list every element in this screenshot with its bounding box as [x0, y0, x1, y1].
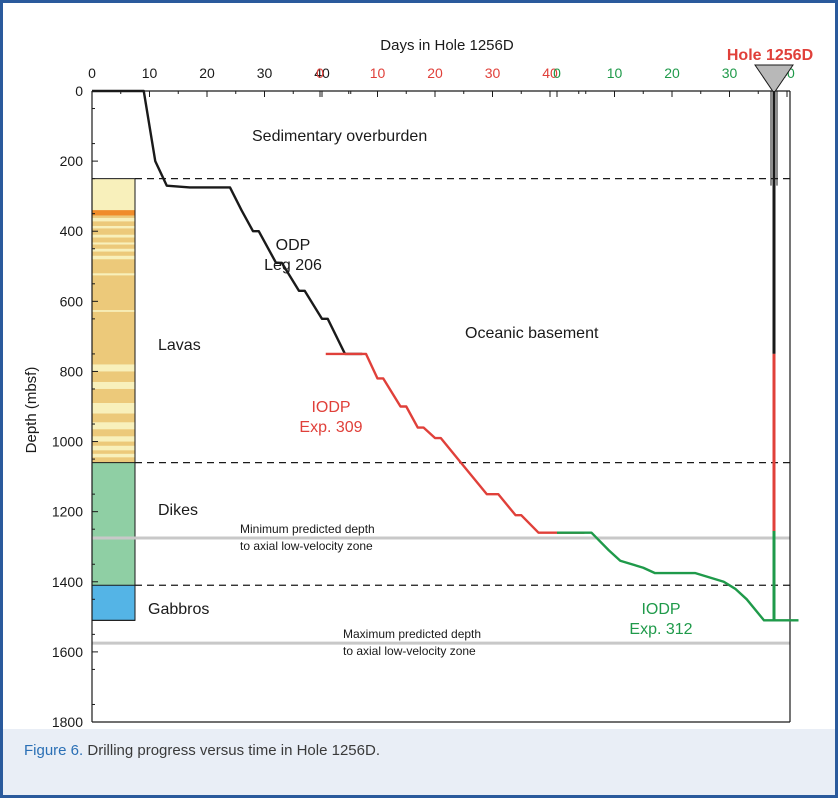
x-tick-label: 30 [257, 65, 273, 81]
x-tick-label: 30 [485, 65, 501, 81]
series-line-3 [557, 531, 799, 622]
x-tick-label: 0 [553, 65, 561, 81]
series-line-2 [325, 352, 585, 534]
x-tick-label: 20 [199, 65, 215, 81]
lava-band [92, 248, 135, 252]
lava-band [92, 273, 135, 276]
lava-band [92, 217, 135, 222]
hole-diagram [754, 64, 794, 621]
lava-band [92, 453, 135, 458]
series-label-exp312-line2: Exp. 312 [629, 621, 692, 638]
lava-band [92, 178, 135, 211]
annotations-layer: Days in Hole 1256D Depth (mbsf) Hole 125… [23, 37, 813, 658]
series-label-odp-line1: ODP [276, 237, 311, 254]
x-tick-label: 10 [607, 65, 623, 81]
figure-label: Figure 6. [24, 742, 84, 759]
annotation-oceanic-basement: Oceanic basement [465, 325, 599, 342]
x-tick-label: 0 [316, 65, 324, 81]
y-tick-label: 1800 [52, 714, 83, 730]
annotation-max-depth-line1: Maximum predicted depth [343, 627, 481, 641]
hole-label: Hole 1256D [727, 47, 813, 64]
x-tick-label: 30 [722, 65, 738, 81]
reference-lines [92, 178, 790, 645]
annotation-max-depth-line2: to axial low-velocity zone [343, 644, 476, 658]
x-tick-label: 20 [664, 65, 680, 81]
y-axis-title: Depth (mbsf) [23, 367, 40, 454]
lithology-column [91, 178, 136, 621]
annotation-min-depth-line2: to axial low-velocity zone [240, 539, 373, 553]
unit-label-lavas: Lavas [158, 337, 201, 354]
y-tick-label: 800 [60, 363, 84, 379]
unit-gabbros [92, 585, 135, 621]
series-line-1 [92, 89, 363, 356]
x-tick-label: 10 [142, 65, 158, 81]
series-label-odp-line2: Leg 206 [264, 257, 322, 274]
unit-label-gabbros: Gabbros [148, 601, 209, 618]
unit-label-dikes: Dikes [158, 502, 198, 519]
lava-band [92, 210, 135, 216]
lava-band [92, 225, 135, 229]
y-tick-label: 1600 [52, 644, 83, 660]
x-tick-label: 40 [542, 65, 558, 81]
series-label-exp309-line2: Exp. 309 [299, 419, 362, 436]
caption-bar [3, 729, 835, 795]
lava-band [92, 255, 135, 260]
x-tick-label: 10 [370, 65, 386, 81]
annotation-sedimentary-overburden: Sedimentary overburden [252, 128, 427, 145]
lava-band [92, 402, 135, 414]
lava-band [92, 242, 135, 245]
series-layer [92, 89, 799, 622]
y-tick-label: 0 [75, 83, 83, 99]
figure-caption: Figure 6. Drilling progress versus time … [24, 742, 380, 759]
caption-text: Drilling progress versus time in Hole 12… [83, 742, 380, 759]
annotation-min-depth-line1: Minimum predicted depth [240, 522, 375, 536]
y-tick-label: 600 [60, 293, 84, 309]
unit-dikes [92, 462, 135, 586]
lava-band [92, 364, 135, 372]
x-tick-label: 20 [427, 65, 443, 81]
y-tick-label: 1000 [52, 434, 83, 450]
series-label-exp309-line1: IODP [311, 399, 350, 416]
lava-band [92, 381, 135, 389]
y-tick-label: 400 [60, 223, 84, 239]
lava-band [92, 310, 135, 312]
series-label-exp312-line1: IODP [641, 601, 680, 618]
y-tick-label: 1200 [52, 504, 83, 520]
reentry-cone-icon [754, 64, 794, 94]
lava-band [92, 422, 135, 430]
lava-band [92, 234, 135, 238]
x-axis-title: Days in Hole 1256D [380, 37, 514, 54]
lava-band [92, 436, 135, 442]
x-tick-label: 40 [314, 65, 330, 81]
y-tick-label: 200 [60, 153, 84, 169]
lava-band [92, 445, 135, 451]
y-tick-label: 1400 [52, 574, 83, 590]
x-tick-label: 0 [88, 65, 96, 81]
